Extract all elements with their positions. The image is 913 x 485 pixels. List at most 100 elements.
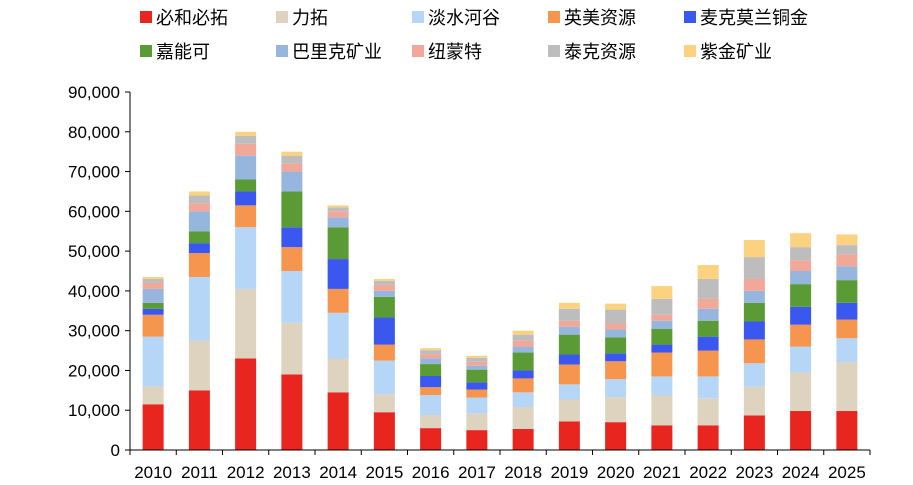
x-tick-label: 2013 <box>273 463 311 482</box>
bar-segment <box>836 338 858 363</box>
bar-segment <box>142 278 164 283</box>
bar-segment <box>466 361 488 366</box>
bar-segment <box>836 362 858 412</box>
bar-segment <box>697 350 719 377</box>
bar-segment <box>235 179 257 192</box>
bar-segment <box>651 344 673 353</box>
x-tick-label: 2019 <box>550 463 588 482</box>
bar-segment <box>466 357 488 362</box>
bar-segment <box>327 312 349 359</box>
bar-segment <box>605 303 627 310</box>
bar-segment <box>651 376 673 396</box>
bar-segment <box>512 352 534 371</box>
bar-segment <box>327 217 349 228</box>
bar-segment <box>327 227 349 260</box>
bar-segment <box>651 320 673 329</box>
bar-segment <box>651 328 673 345</box>
bar-segment <box>605 361 627 380</box>
legend-label: 嘉能可 <box>156 42 210 63</box>
bar-segment <box>373 412 395 450</box>
bar-segment <box>188 253 210 277</box>
bar-segment <box>790 260 812 271</box>
bar-segment <box>420 358 442 365</box>
bar-segment <box>327 211 349 218</box>
y-tick-label: 20,000 <box>68 361 120 380</box>
bar-segment <box>466 355 488 358</box>
bar-segment <box>281 271 303 323</box>
bar-segment <box>142 288 164 303</box>
bar-segment <box>651 286 673 299</box>
bar-segment <box>327 288 349 313</box>
bar-segment <box>605 353 627 362</box>
bar-segment <box>281 227 303 248</box>
bar-segment <box>651 425 673 450</box>
bar-segment <box>790 324 812 347</box>
bar-segment <box>281 151 303 156</box>
legend-swatch <box>412 11 424 23</box>
bar-segment <box>558 326 580 335</box>
bar-segment <box>743 257 765 279</box>
x-tick-label: 2015 <box>365 463 403 482</box>
legend-swatch <box>140 11 152 23</box>
legend-item: 巴里克矿业 <box>276 42 382 63</box>
bar-segment <box>790 411 812 450</box>
bar-segment <box>420 414 442 429</box>
legend-label: 巴里克矿业 <box>292 42 382 63</box>
bar-segment <box>512 340 534 347</box>
bar-segment <box>743 386 765 416</box>
legend-label: 麦克莫兰铜金 <box>700 8 808 29</box>
bar-segment <box>142 302 164 309</box>
y-tick-label: 90,000 <box>68 83 120 102</box>
bar-segment <box>836 302 858 320</box>
bar-segment <box>512 428 534 450</box>
bar-segment <box>188 211 210 232</box>
y-tick-label: 70,000 <box>68 163 120 182</box>
x-tick-label: 2021 <box>643 463 681 482</box>
bar-segment <box>466 365 488 370</box>
legend-swatch <box>684 45 696 57</box>
legend-item: 麦克莫兰铜金 <box>684 8 808 29</box>
bar-segment <box>605 337 627 354</box>
legend-label: 必和必拓 <box>156 8 228 29</box>
bar-segment <box>420 364 442 377</box>
bar-segment <box>697 320 719 337</box>
bar-segment <box>558 308 580 321</box>
bar-segment <box>420 348 442 351</box>
x-tick-label: 2010 <box>134 463 172 482</box>
bar-segment <box>790 284 812 307</box>
bar-segment <box>373 280 395 285</box>
bar-segment <box>466 389 488 398</box>
bar-segment <box>651 298 673 315</box>
legend-swatch <box>276 45 288 57</box>
bar-segment <box>697 298 719 309</box>
bar-segment <box>373 344 395 361</box>
bar-segment <box>373 284 395 291</box>
y-tick-label: 0 <box>111 441 120 460</box>
bar-segment <box>235 135 257 144</box>
x-tick-label: 2023 <box>735 463 773 482</box>
bar-segment <box>188 195 210 204</box>
y-tick-label: 10,000 <box>68 401 120 420</box>
bar-segment <box>605 309 627 324</box>
bar-segment <box>605 422 627 450</box>
legend-swatch <box>548 11 560 23</box>
legend-item: 必和必拓 <box>140 8 228 29</box>
bar-segment <box>605 329 627 338</box>
bar-segment <box>512 330 534 335</box>
bar-segment <box>790 247 812 261</box>
legend-item: 嘉能可 <box>140 42 210 63</box>
bar-segment <box>651 395 673 426</box>
x-tick-label: 2024 <box>782 463 820 482</box>
bar-segment <box>605 323 627 330</box>
bar-segment <box>743 278 765 291</box>
bar-segment <box>651 314 673 321</box>
bar-segment <box>420 354 442 359</box>
bar-segment <box>697 425 719 450</box>
bar-segment <box>605 379 627 398</box>
bar-segment <box>373 290 395 297</box>
bar-segment <box>743 290 765 303</box>
bar-segment <box>188 390 210 450</box>
bar-segment <box>651 352 673 377</box>
x-tick-label: 2014 <box>319 463 357 482</box>
